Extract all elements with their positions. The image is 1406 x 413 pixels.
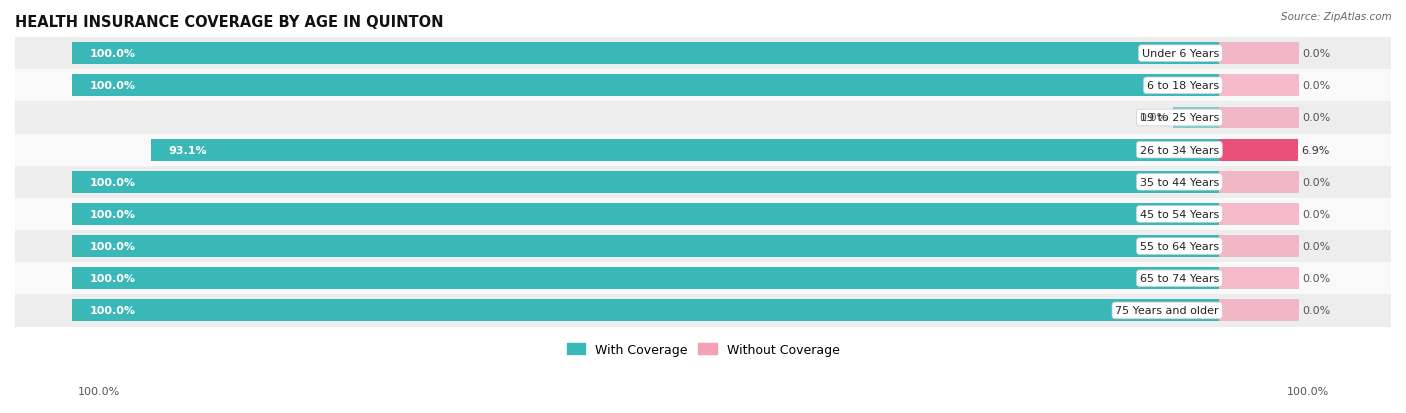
Text: 100.0%: 100.0% — [77, 387, 120, 396]
Bar — [72, 204, 1219, 225]
Bar — [1219, 171, 1299, 193]
Text: 0.0%: 0.0% — [1303, 273, 1331, 284]
Bar — [72, 75, 1219, 97]
Bar — [15, 134, 1391, 166]
Text: 55 to 64 Years: 55 to 64 Years — [1140, 242, 1219, 252]
Bar — [1219, 107, 1299, 129]
Bar — [152, 139, 1219, 161]
Text: 6 to 18 Years: 6 to 18 Years — [1147, 81, 1219, 91]
Text: 19 to 25 Years: 19 to 25 Years — [1140, 113, 1219, 123]
Bar — [1219, 235, 1299, 257]
Text: 75 Years and older: 75 Years and older — [1115, 306, 1219, 316]
Bar — [1219, 75, 1299, 97]
Bar — [1219, 139, 1298, 161]
Bar — [15, 166, 1391, 198]
Text: 100.0%: 100.0% — [90, 242, 135, 252]
Text: 0.0%: 0.0% — [1303, 177, 1331, 188]
Bar — [15, 38, 1391, 70]
Bar — [72, 300, 1219, 322]
Bar — [15, 198, 1391, 230]
Text: Source: ZipAtlas.com: Source: ZipAtlas.com — [1281, 12, 1392, 22]
Text: 100.0%: 100.0% — [90, 273, 135, 284]
Text: 26 to 34 Years: 26 to 34 Years — [1140, 145, 1219, 155]
Text: 100.0%: 100.0% — [90, 49, 135, 59]
Bar — [72, 171, 1219, 193]
Text: 100.0%: 100.0% — [90, 81, 135, 91]
Text: 0.0%: 0.0% — [1303, 113, 1331, 123]
Bar — [15, 230, 1391, 263]
Bar — [1173, 107, 1219, 129]
Text: 0.0%: 0.0% — [1303, 306, 1331, 316]
Bar — [15, 294, 1391, 327]
Text: 100.0%: 100.0% — [90, 177, 135, 188]
Bar — [1219, 300, 1299, 322]
Text: 0.0%: 0.0% — [1303, 49, 1331, 59]
Bar — [72, 268, 1219, 290]
Bar — [1219, 43, 1299, 65]
Bar — [15, 263, 1391, 294]
Text: 0.0%: 0.0% — [1303, 81, 1331, 91]
Text: 45 to 54 Years: 45 to 54 Years — [1140, 209, 1219, 219]
Text: 35 to 44 Years: 35 to 44 Years — [1140, 177, 1219, 188]
Bar — [15, 70, 1391, 102]
Text: 93.1%: 93.1% — [169, 145, 207, 155]
Text: 100.0%: 100.0% — [90, 209, 135, 219]
Text: HEALTH INSURANCE COVERAGE BY AGE IN QUINTON: HEALTH INSURANCE COVERAGE BY AGE IN QUIN… — [15, 15, 443, 30]
Text: 65 to 74 Years: 65 to 74 Years — [1140, 273, 1219, 284]
Bar — [15, 102, 1391, 134]
Legend: With Coverage, Without Coverage: With Coverage, Without Coverage — [561, 338, 845, 361]
Bar — [72, 43, 1219, 65]
Text: 100.0%: 100.0% — [1286, 387, 1329, 396]
Text: 100.0%: 100.0% — [90, 306, 135, 316]
Text: 0.0%: 0.0% — [1139, 113, 1167, 123]
Text: 0.0%: 0.0% — [1303, 209, 1331, 219]
Bar — [1219, 268, 1299, 290]
Bar — [1219, 204, 1299, 225]
Text: 0.0%: 0.0% — [1303, 242, 1331, 252]
Text: 6.9%: 6.9% — [1302, 145, 1330, 155]
Bar — [72, 235, 1219, 257]
Text: Under 6 Years: Under 6 Years — [1142, 49, 1219, 59]
